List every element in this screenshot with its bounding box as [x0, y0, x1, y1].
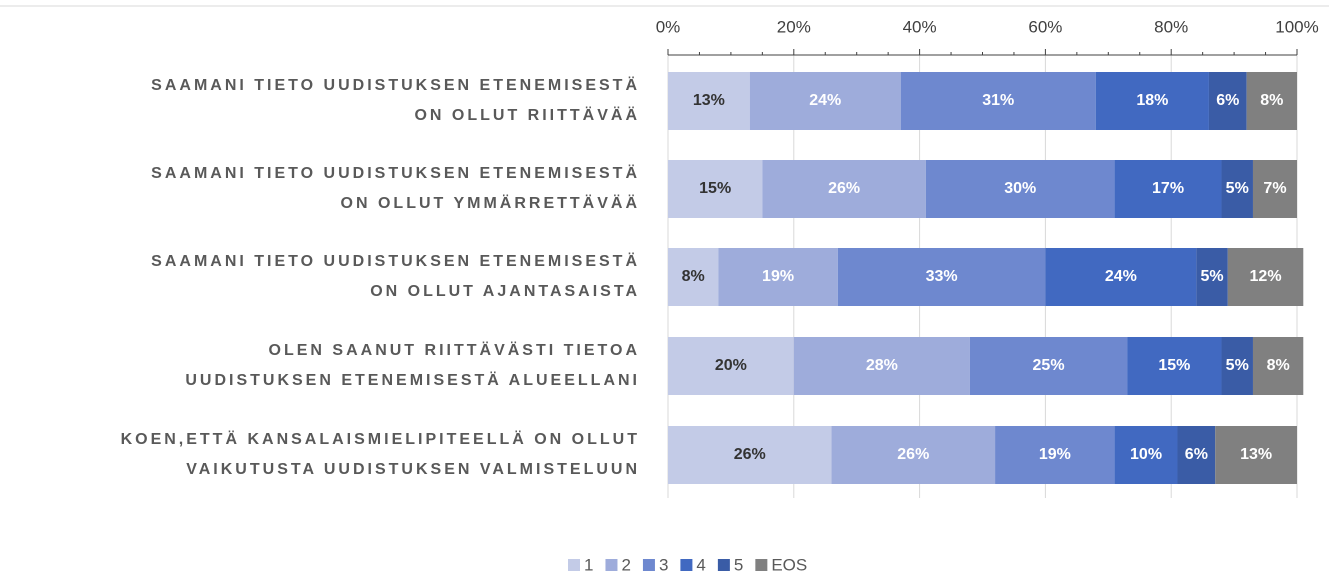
bar-segment — [793, 337, 970, 395]
bar-segment — [1114, 160, 1222, 218]
legend-swatch — [717, 559, 730, 571]
data-label: 24% — [1105, 268, 1137, 285]
x-tick-label: 60% — [1028, 17, 1062, 36]
legend-label: 5 — [734, 555, 743, 574]
legend-swatch — [680, 559, 693, 571]
legend-label: EOS — [771, 555, 807, 574]
data-label: 8% — [1260, 92, 1283, 109]
data-label: 24% — [809, 92, 841, 109]
legend-label: 3 — [659, 555, 668, 574]
category-label: ON OLLUT AJANTASAISTA — [370, 283, 640, 300]
data-label: 6% — [1185, 446, 1208, 463]
data-label: 25% — [1033, 357, 1065, 374]
data-label: 17% — [1152, 180, 1184, 197]
data-label: 5% — [1226, 357, 1249, 374]
legend-swatch — [642, 559, 655, 571]
category-label: VAIKUTUSTA UUDISTUKSEN VALMISTELUUN — [186, 461, 640, 478]
data-label: 20% — [715, 357, 747, 374]
legend-label: 2 — [621, 555, 630, 574]
bar-segment — [1252, 337, 1304, 395]
legend-swatch — [568, 559, 580, 571]
data-label: 12% — [1250, 268, 1282, 285]
legend-swatch — [605, 559, 618, 571]
category-label: SAAMANI TIETO UUDISTUKSEN ETENEMISESTÄ — [151, 164, 640, 182]
category-label: KOEN,ETTÄ KANSALAISMIELIPITEELLÄ ON OLLU… — [121, 430, 640, 448]
data-label: 6% — [1216, 92, 1239, 109]
bar-segment — [749, 72, 901, 130]
bar-segment — [1114, 426, 1178, 484]
bar-segment — [925, 160, 1115, 218]
bar-segment — [1215, 426, 1297, 484]
bar-segment — [1177, 426, 1216, 484]
legend-label: 1 — [584, 555, 593, 574]
bar-segment — [1246, 72, 1297, 130]
bar-segment — [762, 160, 926, 218]
bar-segment — [1252, 160, 1297, 218]
bar-segment — [668, 248, 719, 306]
data-label: 10% — [1130, 446, 1162, 463]
bar-segment — [900, 72, 1096, 130]
category-label: SAAMANI TIETO UUDISTUKSEN ETENEMISESTÄ — [151, 252, 640, 270]
bar-segment — [1095, 72, 1209, 130]
x-tick-label: 100% — [1275, 17, 1318, 36]
data-label: 19% — [1039, 446, 1071, 463]
data-label: 5% — [1226, 180, 1249, 197]
bar-segment — [1221, 337, 1253, 395]
x-tick-label: 80% — [1154, 17, 1188, 36]
data-label: 13% — [1240, 446, 1272, 463]
category-label: UUDISTUKSEN ETENEMISESTÄ ALUEELLANI — [185, 371, 640, 389]
bar-segment — [1127, 337, 1222, 395]
data-label: 26% — [734, 446, 766, 463]
bar-segment — [1227, 248, 1304, 306]
data-label: 13% — [693, 92, 725, 109]
data-label: 18% — [1136, 92, 1168, 109]
data-label: 8% — [682, 268, 705, 285]
bar-segment — [831, 426, 996, 484]
bar-segment — [718, 248, 838, 306]
legend-swatch — [755, 559, 768, 571]
data-label: 15% — [1158, 357, 1190, 374]
bar-segment — [668, 426, 832, 484]
data-label: 33% — [926, 268, 958, 285]
x-tick-label: 20% — [777, 17, 811, 36]
legend-label: 4 — [696, 555, 705, 574]
bar-segment — [1208, 72, 1247, 130]
data-label: 26% — [897, 446, 929, 463]
category-label: ON OLLUT RIITTÄVÄÄ — [414, 106, 640, 124]
data-label: 15% — [699, 180, 731, 197]
bar-segment — [1196, 248, 1228, 306]
bar-segment — [668, 160, 763, 218]
data-label: 8% — [1267, 357, 1290, 374]
data-label: 5% — [1201, 268, 1224, 285]
bar-segment — [1045, 248, 1197, 306]
category-label: OLEN SAANUT RIITTÄVÄSTI TIETOA — [269, 341, 640, 359]
data-label: 26% — [828, 180, 860, 197]
x-tick-label: 40% — [903, 17, 937, 36]
bar-segment — [1221, 160, 1253, 218]
bar-segment — [969, 337, 1128, 395]
x-tick-label: 0% — [656, 17, 681, 36]
bar-segment — [995, 426, 1115, 484]
data-label: 7% — [1263, 180, 1286, 197]
bar-segment — [837, 248, 1046, 306]
category-label: ON OLLUT YMMÄRRETTÄVÄÄ — [341, 194, 640, 212]
category-label: SAAMANI TIETO UUDISTUKSEN ETENEMISESTÄ — [151, 76, 640, 94]
data-label: 30% — [1004, 180, 1036, 197]
data-label: 28% — [866, 357, 898, 374]
bar-segment — [668, 72, 750, 130]
data-label: 31% — [982, 92, 1014, 109]
data-label: 19% — [762, 268, 794, 285]
bar-segment — [668, 337, 794, 395]
